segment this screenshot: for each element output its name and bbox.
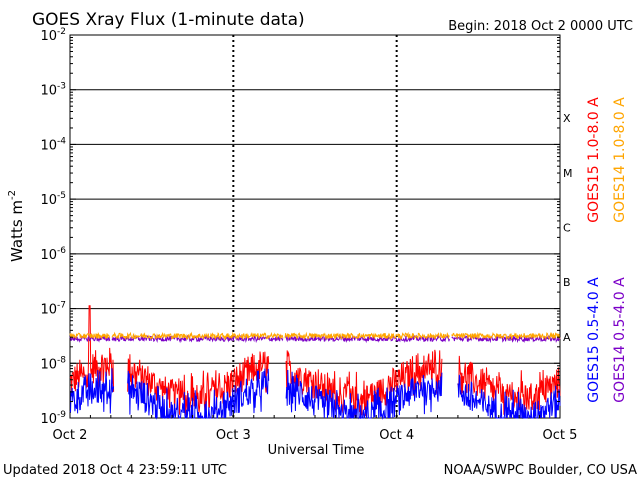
y-tick-label: 10-2	[40, 27, 66, 44]
y-tick-base: 10	[40, 357, 57, 372]
x-tick-label: Oct 5	[543, 428, 578, 443]
y-tick-exp: -4	[57, 136, 66, 146]
legend-entry: GOES15 1.0-8.0 A	[586, 97, 602, 223]
y-tick-exp: -7	[57, 301, 66, 311]
series-line-1	[69, 334, 561, 344]
y-tick-label: 10-5	[40, 191, 66, 208]
y-axis-label-sup: -2	[7, 190, 18, 200]
y-tick-exp: -6	[57, 246, 66, 256]
y-tick-exp: -2	[57, 27, 66, 37]
source-label: NOAA/SWPC Boulder, CO USA	[444, 463, 637, 478]
y-tick-exp: -5	[57, 191, 66, 201]
legend: GOES15 0.5-4.0 A GOES14 0.5-4.0 A GOES15 1…	[586, 97, 628, 403]
decade-grid	[70, 89, 560, 364]
y-tick-base: 10	[40, 248, 57, 263]
y-axis-ticks: 10-910-810-710-610-510-410-310-2	[40, 27, 560, 427]
legend-entry: GOES15 0.5-4.0 A	[586, 277, 602, 403]
y-axis-label: Watts m-2	[7, 190, 26, 262]
x-axis-label: Universal Time	[268, 443, 365, 458]
flare-class-m: M	[563, 167, 573, 180]
legend-entry: GOES14 1.0-8.0 A	[612, 97, 628, 223]
y-axis-label-text: Watts m	[8, 200, 26, 262]
chart-title: GOES Xray Flux (1-minute data)	[32, 10, 305, 30]
y-tick-exp: -3	[57, 82, 66, 92]
y-tick-label: 10-4	[40, 136, 66, 153]
y-tick-base: 10	[40, 193, 57, 208]
y-tick-label: 10-7	[40, 301, 66, 318]
flare-class-x: X	[563, 112, 571, 125]
series-line-2	[69, 305, 561, 418]
y-tick-label: 10-8	[40, 355, 66, 372]
plot-frame	[69, 34, 561, 419]
series-line-0	[69, 368, 561, 420]
flare-class-b: B	[563, 276, 571, 289]
y-tick-exp: -9	[57, 410, 66, 420]
begin-label: Begin: 2018 Oct 2 0000 UTC	[448, 19, 633, 34]
updated-label: Updated 2018 Oct 4 23:59:11 UTC	[3, 463, 227, 478]
y-tick-base: 10	[40, 412, 57, 427]
svg-text:Watts m-2: Watts m-2	[7, 190, 26, 262]
y-tick-base: 10	[40, 84, 57, 99]
y-tick-label: 10-9	[40, 410, 66, 427]
x-tick-label: Oct 3	[216, 428, 251, 443]
y-tick-exp: -8	[57, 355, 66, 365]
flare-class-labels: A B C M X	[563, 112, 573, 344]
x-tick-label: Oct 2	[53, 428, 88, 443]
flare-class-c: C	[563, 222, 571, 235]
series-group	[69, 305, 561, 420]
flare-class-a: A	[563, 331, 571, 344]
legend-entry: GOES14 0.5-4.0 A	[612, 277, 628, 403]
y-tick-label: 10-3	[40, 82, 66, 99]
x-tick-label: Oct 4	[379, 428, 414, 443]
x-axis-ticks: Oct 2 Oct 3 Oct 4 Oct 5	[53, 412, 578, 443]
series-line-3	[69, 331, 561, 341]
y-tick-base: 10	[40, 303, 57, 318]
day-separators	[232, 35, 398, 418]
y-tick-label: 10-6	[40, 246, 66, 263]
y-tick-base: 10	[40, 138, 57, 153]
y-tick-base: 10	[40, 29, 57, 44]
